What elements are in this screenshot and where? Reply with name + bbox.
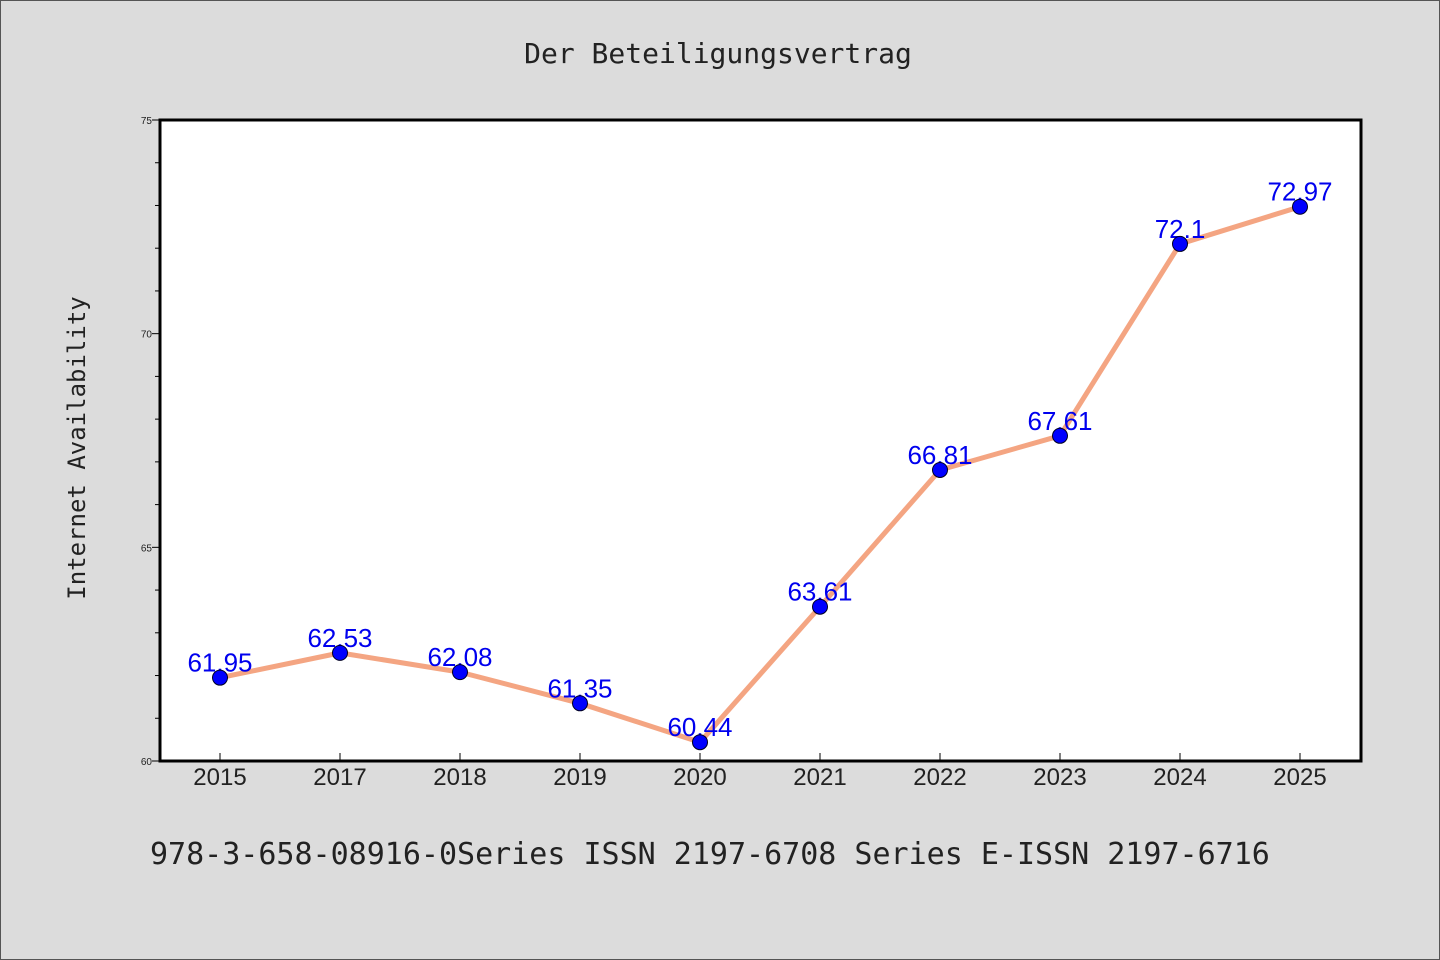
x-tick-label: 2015 [193, 764, 246, 791]
x-tick-label: 2019 [553, 764, 606, 791]
chart-title: Der Beteiligungsvertrag [524, 37, 912, 70]
data-point [452, 664, 468, 681]
x-tick-label: 2025 [1273, 764, 1326, 791]
data-point [932, 461, 948, 478]
data-markers [212, 198, 1308, 751]
x-axis: 2015 2017 2018 2019 2020 2021 2022 2023 2024 2025 [193, 753, 1327, 791]
series-line [219, 204, 1301, 745]
isbn-caption: 978-3-658-08916-0Series ISSN 2197-6708 S… [150, 837, 1270, 872]
data-point [1172, 235, 1188, 252]
x-tick-label: 2024 [1153, 764, 1206, 791]
x-tick-label: 2020 [673, 764, 726, 791]
data-point [1292, 198, 1308, 215]
data-labels: 61.9562.5362.0861.3560.4463.6166.8167.61… [187, 177, 1332, 742]
y-tick-label: 65 [141, 543, 153, 554]
data-point [572, 695, 588, 712]
data-point [692, 734, 708, 751]
data-point [332, 644, 348, 661]
data-point [1052, 427, 1068, 444]
x-tick-label: 2022 [913, 764, 966, 791]
x-tick-label: 2021 [793, 764, 846, 791]
y-tick-label: 75 [141, 116, 153, 127]
data-point [812, 598, 828, 615]
x-tick-label: 2018 [433, 764, 486, 791]
y-tick-label: 60 [141, 757, 153, 768]
y-tick-label: 70 [141, 330, 153, 341]
y-axis: 60 65 70 75 [141, 116, 160, 768]
x-tick-label: 2017 [313, 764, 366, 791]
y-axis-label: Internet Availability [63, 296, 91, 599]
x-tick-label: 2023 [1033, 764, 1086, 791]
data-point [212, 669, 228, 686]
